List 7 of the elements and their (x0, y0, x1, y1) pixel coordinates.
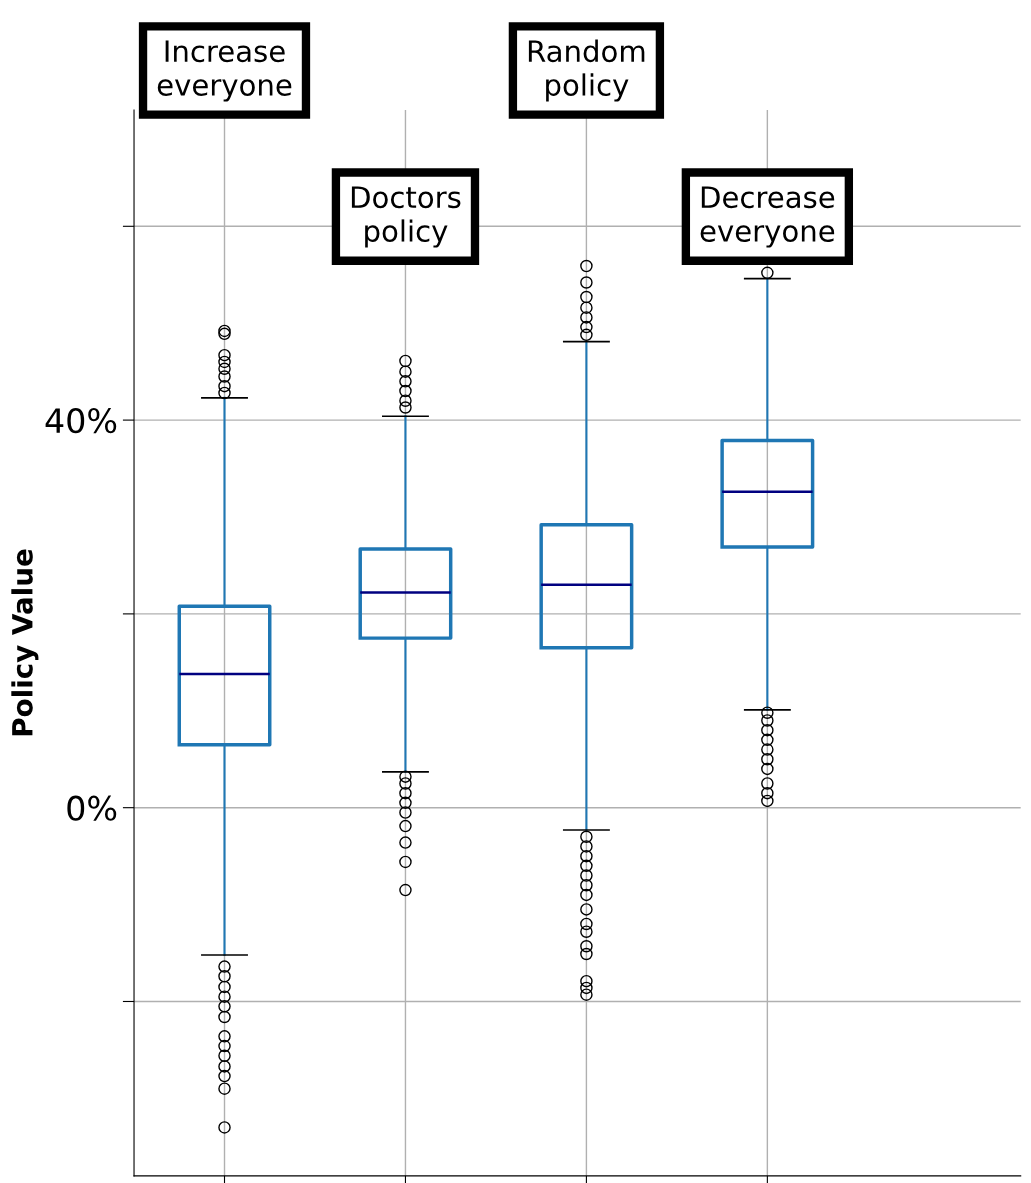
x-tick-label: Random policy (528, 39, 645, 102)
y-tick-label: 40% (45, 408, 117, 434)
x-tick-label: Increase everyone (157, 40, 292, 102)
y-axis-title: Policy Value (11, 549, 39, 736)
x-tick-label: Doctors policy (351, 186, 461, 248)
y-tick-label: 0% (67, 795, 117, 821)
x-tick-label: Decrease everyone (700, 186, 835, 248)
